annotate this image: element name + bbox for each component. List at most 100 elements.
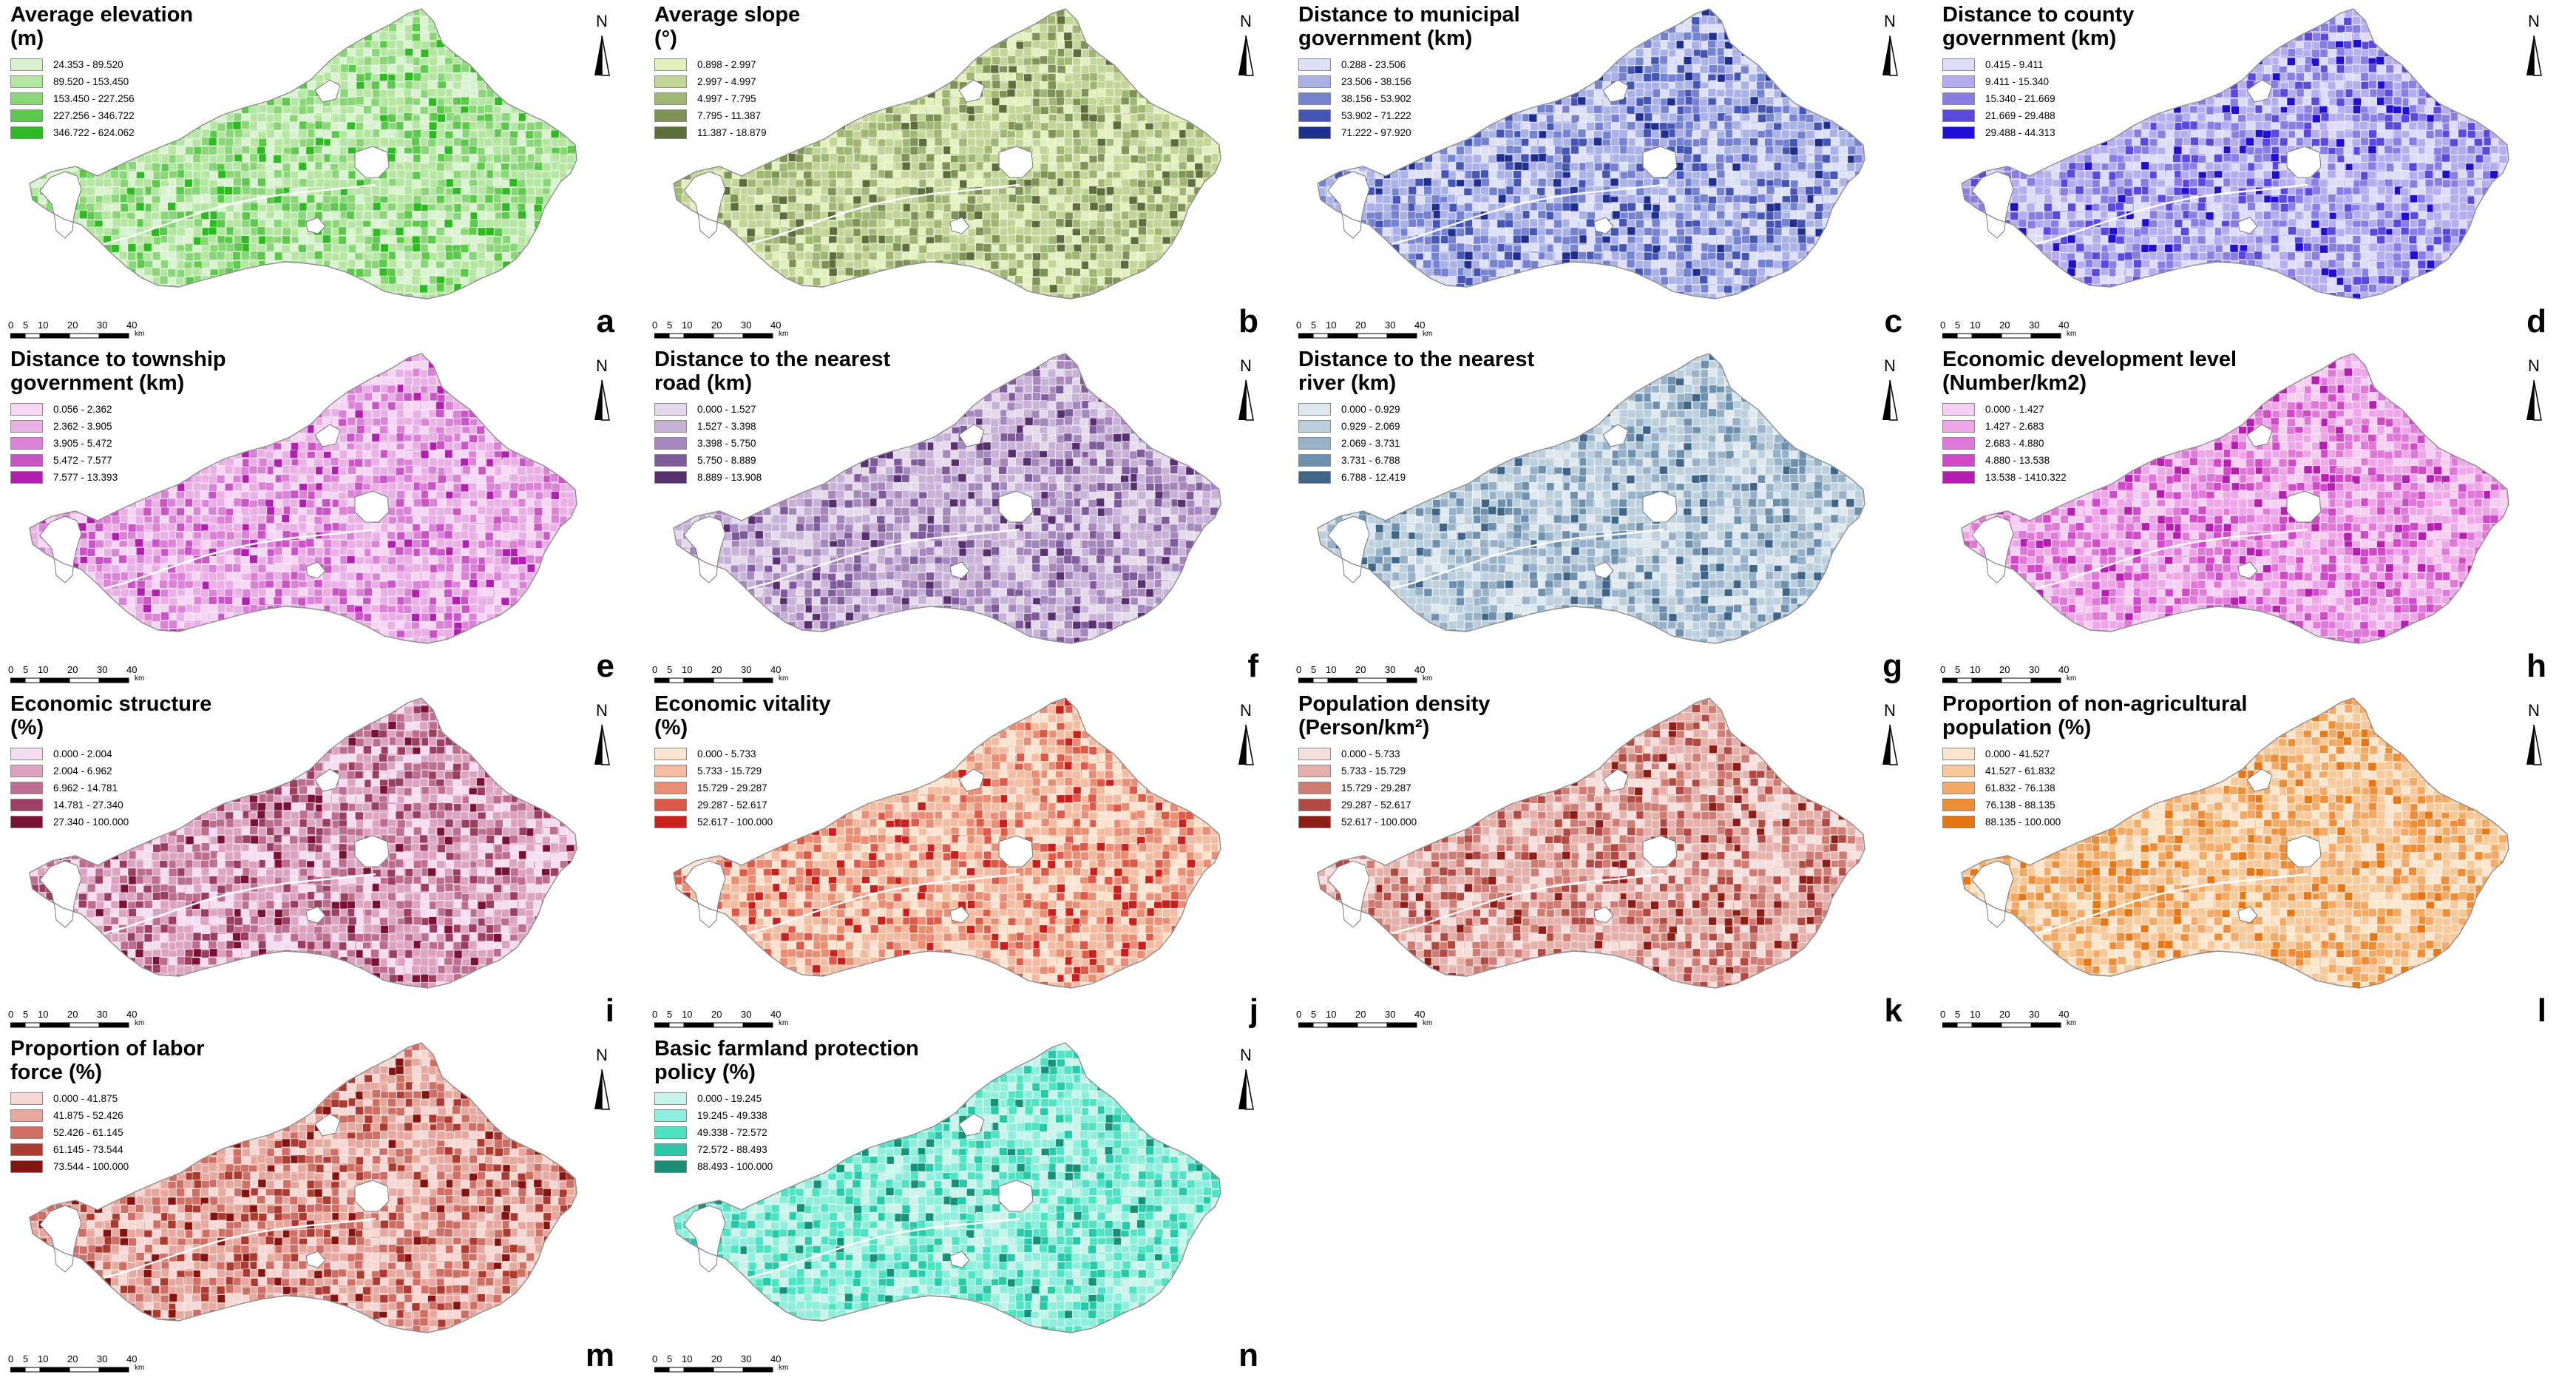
legend-swatch [654, 454, 687, 467]
study-area-boundary [673, 1042, 1221, 1333]
study-area-boundary [29, 353, 577, 644]
legend-swatch [10, 75, 43, 88]
study-area-boundary [1317, 353, 1865, 644]
legend-swatch [1298, 454, 1331, 467]
study-area-boundary [1961, 697, 2509, 989]
scale-unit: km [779, 1019, 788, 1027]
legend-range-label: 11.387 - 18.879 [697, 127, 767, 138]
map-title: Economic vitality (%) [654, 692, 1128, 740]
legend-swatch [654, 1109, 687, 1122]
legend-item: 0.929 - 2.069 [1298, 418, 1406, 435]
study-area-boundary [673, 8, 1221, 300]
legend-item: 15.729 - 29.287 [1298, 779, 1417, 796]
panel-letter: l [2538, 992, 2546, 1029]
legend-swatch [1942, 748, 1975, 760]
legend-range-label: 7.577 - 13.393 [53, 472, 118, 483]
map-legend: 0.288 - 23.506 23.506 - 38.156 38.156 - 53… [1298, 56, 1411, 141]
legend-swatch [1298, 58, 1331, 71]
legend-range-label: 3.398 - 5.750 [697, 438, 756, 449]
map-legend: 0.898 - 2.997 2.997 - 4.997 4.997 - 7.795 7… [654, 56, 767, 141]
north-arrow-icon: N [1236, 701, 1267, 766]
north-arrow-icon: N [592, 1046, 623, 1111]
legend-range-label: 21.669 - 29.488 [1985, 110, 2055, 121]
panel-letter: d [2526, 303, 2546, 340]
legend-swatch [1298, 92, 1331, 105]
legend-item: 52.617 - 100.000 [1298, 814, 1417, 831]
legend-swatch [10, 471, 43, 484]
scale-tick-label: 40 [770, 664, 781, 675]
legend-range-label: 29.488 - 44.313 [1985, 127, 2055, 138]
scale-tick-label: 0 [8, 1009, 13, 1020]
map-panel-n: Basic farmland protection policy (%) 0.00… [644, 1034, 1288, 1379]
scale-tick-label: 20 [1355, 1009, 1366, 1020]
scale-tick-label: 0 [1296, 1009, 1301, 1020]
scale-tick-label: 5 [1311, 319, 1316, 331]
scale-tick-label: 5 [23, 1009, 28, 1020]
scale-tick-label: 0 [1296, 664, 1301, 675]
panel-letter: k [1885, 992, 1902, 1029]
north-label: N [596, 12, 608, 31]
scale-tick-label: 10 [38, 664, 48, 675]
scale-unit: km [135, 1364, 144, 1372]
north-arrow-icon: N [2524, 12, 2555, 77]
map-panel-k: Population density (Person/km²) 0.000 - 5… [1288, 689, 1932, 1034]
legend-swatch [10, 403, 43, 416]
legend-item: 76.138 - 88.135 [1942, 796, 2061, 814]
legend-swatch [1298, 782, 1331, 794]
legend-item: 38.156 - 53.902 [1298, 90, 1411, 107]
map-title: Average slope (°) [654, 3, 1128, 50]
scale-tick-label: 30 [97, 1353, 107, 1364]
legend-swatch [1298, 420, 1331, 433]
legend-range-label: 227.256 - 346.722 [53, 110, 135, 121]
legend-swatch [10, 92, 43, 105]
map-title: Proportion of labor force (%) [10, 1037, 484, 1084]
north-label: N [596, 701, 608, 720]
north-arrow-icon: N [1880, 12, 1911, 77]
choropleth-map [1961, 697, 2509, 989]
legend-swatch [1942, 437, 1975, 450]
legend-item: 27.340 - 100.000 [10, 814, 129, 831]
legend-swatch [654, 420, 687, 433]
legend-swatch [654, 437, 687, 450]
legend-item: 7.795 - 11.387 [654, 107, 767, 124]
legend-range-label: 52.617 - 100.000 [697, 816, 773, 828]
scale-unit: km [779, 1364, 788, 1372]
scale-tick-label: 30 [1385, 319, 1395, 331]
scale-bar: 0 5 10 20 30 40 km [1940, 1009, 2101, 1031]
map-title: Economic development level (Number/km2) [1942, 348, 2416, 395]
scale-tick-label: 5 [1955, 1009, 1960, 1020]
north-arrow-icon: N [1880, 701, 1911, 766]
scale-unit: km [2067, 1019, 2076, 1027]
legend-range-label: 38.156 - 53.902 [1341, 93, 1411, 104]
legend-swatch [10, 109, 43, 122]
legend-item: 6.788 - 12.419 [1298, 469, 1406, 486]
legend-item: 7.577 - 13.393 [10, 469, 118, 486]
panel-letter: f [1247, 648, 1258, 685]
map-legend: 0.000 - 1.527 1.527 - 3.398 3.398 - 5.750 5… [654, 401, 762, 486]
choropleth-map [29, 353, 577, 644]
legend-range-label: 61.832 - 76.138 [1985, 782, 2055, 794]
legend-swatch [1942, 126, 1975, 139]
legend-range-label: 4.880 - 13.538 [1985, 455, 2050, 466]
map-title: Distance to the nearest road (km) [654, 348, 1128, 395]
scale-tick-label: 30 [741, 1009, 751, 1020]
legend-item: 2.069 - 3.731 [1298, 435, 1406, 452]
legend-swatch [654, 75, 687, 88]
legend-range-label: 23.506 - 38.156 [1341, 76, 1411, 87]
north-arrow-icon: N [592, 701, 623, 766]
legend-range-label: 0.000 - 41.875 [53, 1093, 118, 1104]
legend-range-label: 19.245 - 49.338 [697, 1110, 767, 1121]
legend-item: 4.997 - 7.795 [654, 90, 767, 107]
legend-swatch [1942, 403, 1975, 416]
legend-swatch [1942, 765, 1975, 777]
north-arrow-icon: N [2524, 356, 2555, 422]
north-label: N [2528, 12, 2540, 31]
legend-item: 0.056 - 2.362 [10, 401, 118, 418]
map-legend: 0.000 - 2.004 2.004 - 6.962 6.962 - 14.781… [10, 745, 129, 831]
map-legend: 0.000 - 1.427 1.427 - 2.683 2.683 - 4.880 4… [1942, 401, 2067, 486]
legend-range-label: 0.000 - 0.929 [1341, 404, 1400, 415]
legend-swatch [1942, 799, 1975, 811]
legend-range-label: 0.056 - 2.362 [53, 404, 112, 415]
scale-tick-label: 0 [1940, 319, 1945, 331]
legend-item: 5.472 - 7.577 [10, 452, 118, 469]
